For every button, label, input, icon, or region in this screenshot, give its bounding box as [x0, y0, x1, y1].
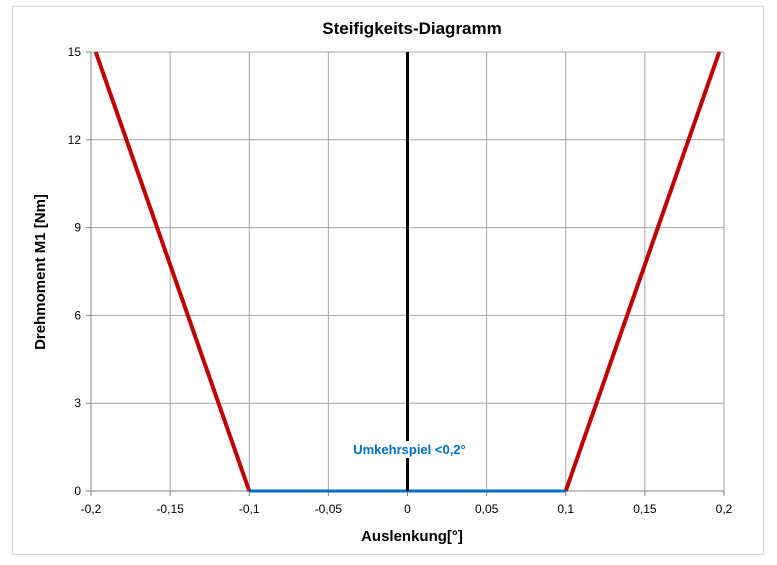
x-tick-label: 0,1: [557, 502, 574, 516]
y-tick-label: 12: [68, 133, 82, 147]
chart-frame: [12, 6, 764, 555]
x-axis-label: Auslenkung[°]: [361, 528, 463, 545]
chart-title: Steifigkeits-Diagramm: [322, 19, 502, 38]
y-tick-label: 6: [74, 308, 81, 322]
annotation-label: Umkehrspiel <0,2°: [353, 442, 466, 457]
y-tick-label: 3: [74, 396, 81, 410]
x-tick-label: 0,05: [475, 502, 499, 516]
x-tick-label: 0: [404, 502, 411, 516]
y-tick-label: 0: [74, 484, 81, 498]
x-tick-label: -0,05: [315, 502, 343, 516]
series-stiffness-right: [563, 51, 722, 492]
x-tick-label: 0,15: [633, 502, 657, 516]
x-tick-label: -0,2: [81, 502, 102, 516]
y-axis-label: Drehmoment M1 [Nm]: [32, 194, 49, 350]
x-tick-label: -0,15: [156, 502, 184, 516]
series-stiffness-left: [93, 51, 252, 492]
y-tick-label: 9: [74, 221, 81, 235]
annotation-background: [344, 440, 475, 458]
x-tick-label: 0,2: [716, 502, 733, 516]
y-tick-label: 15: [68, 45, 82, 59]
x-tick-label: -0,1: [239, 502, 260, 516]
